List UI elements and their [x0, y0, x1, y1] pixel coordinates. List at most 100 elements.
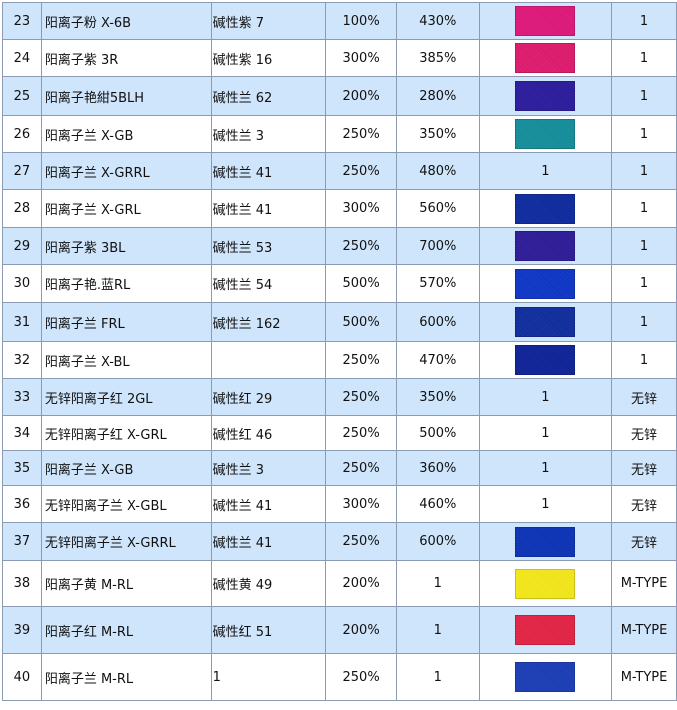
- table-row: 26 阳离子兰 X-GB 碱性兰 3 250% 350% 1: [2, 115, 677, 153]
- color-swatch-cell: 1: [478, 415, 613, 451]
- dye-name-cell: 阳离子兰 M-RL: [40, 653, 212, 701]
- row-number: 35: [2, 450, 42, 486]
- table-row: 40 阳离子兰 M-RL 1 250% 1 M-TYPE: [2, 653, 677, 701]
- table-row: 36 无锌阳离子兰 X-GBL 碱性兰 41 300% 460% 1 无锌: [2, 485, 677, 523]
- color-swatch-cell: [478, 606, 613, 654]
- strength-cell: 300%: [325, 189, 397, 228]
- ci-name-cell: 碱性兰 53: [210, 227, 327, 265]
- note-cell: 1: [611, 76, 677, 116]
- strength-ratio-cell: 350%: [395, 115, 480, 153]
- color-swatch-cell: [478, 115, 613, 153]
- color-swatch-cell: 1: [478, 450, 613, 486]
- note-cell: 1: [611, 264, 677, 303]
- row-number: 37: [2, 522, 42, 561]
- dye-name-cell: 无锌阳离子兰 X-GBL: [40, 485, 212, 523]
- strength-ratio-cell: 385%: [395, 39, 480, 77]
- strength-cell: 250%: [325, 341, 397, 379]
- swatch-text: 1: [541, 389, 550, 405]
- strength-ratio-cell: 460%: [395, 485, 480, 523]
- note-cell: 无锌: [611, 522, 677, 561]
- strength-ratio-cell: 700%: [395, 227, 480, 265]
- color-swatch-cell: 1: [478, 152, 613, 190]
- row-number: 31: [2, 302, 42, 342]
- dye-name-cell: 无锌阳离子兰 X-GRRL: [40, 522, 212, 561]
- color-swatch: [515, 231, 576, 261]
- color-swatch: [515, 43, 576, 73]
- strength-ratio-cell: 350%: [395, 378, 480, 416]
- strength-cell: 300%: [325, 39, 397, 77]
- color-swatch-cell: [478, 189, 613, 228]
- ci-name-cell: 碱性兰 41: [210, 189, 327, 228]
- dye-name-cell: 阳离子黄 M-RL: [40, 560, 212, 607]
- table-row: 29 阳离子紫 3BL 碱性兰 53 250% 700% 1: [2, 227, 677, 265]
- note-cell: 1: [611, 341, 677, 379]
- strength-ratio-cell: 560%: [395, 189, 480, 228]
- note-cell: 无锌: [611, 415, 677, 451]
- color-swatch: [515, 268, 576, 299]
- strength-ratio-cell: 360%: [395, 450, 480, 486]
- dye-name-cell: 阳离子兰 FRL: [40, 302, 212, 342]
- row-number: 26: [2, 115, 42, 153]
- strength-cell: 250%: [325, 653, 397, 701]
- note-cell: 无锌: [611, 450, 677, 486]
- table-row: 28 阳离子兰 X-GRL 碱性兰 41 300% 560% 1: [2, 189, 677, 228]
- strength-cell: 100%: [325, 2, 397, 40]
- color-swatch: [515, 568, 576, 599]
- row-number: 29: [2, 227, 42, 265]
- note-cell: 无锌: [611, 378, 677, 416]
- ci-name-cell: 碱性兰 54: [210, 264, 327, 303]
- strength-ratio-cell: 600%: [395, 302, 480, 342]
- dye-name-cell: 阳离子艳.蓝RL: [40, 264, 212, 303]
- table-row: 38 阳离子黄 M-RL 碱性黄 49 200% 1 M-TYPE: [2, 560, 677, 607]
- dye-name-cell: 阳离子兰 X-GB: [40, 450, 212, 486]
- strength-ratio-cell: 430%: [395, 2, 480, 40]
- ci-name-cell: 碱性黄 49: [210, 560, 327, 607]
- strength-cell: 250%: [325, 227, 397, 265]
- strength-cell: 200%: [325, 606, 397, 654]
- color-swatch-cell: [478, 653, 613, 701]
- color-swatch-cell: [478, 302, 613, 342]
- strength-ratio-cell: 1: [395, 606, 480, 654]
- dye-name-cell: 阳离子兰 X-GRRL: [40, 152, 212, 190]
- ci-name-cell: 碱性兰 41: [210, 152, 327, 190]
- dye-name-cell: 无锌阳离子红 2GL: [40, 378, 212, 416]
- dye-name-cell: 阳离子粉 X-6B: [40, 2, 212, 40]
- strength-ratio-cell: 1: [395, 560, 480, 607]
- dye-name-cell: 阳离子紫 3BL: [40, 227, 212, 265]
- ci-name-cell: 碱性兰 162: [210, 302, 327, 342]
- strength-cell: 200%: [325, 560, 397, 607]
- table-row: 37 无锌阳离子兰 X-GRRL 碱性兰 41 250% 600% 无锌: [2, 522, 677, 561]
- table-row: 30 阳离子艳.蓝RL 碱性兰 54 500% 570% 1: [2, 264, 677, 303]
- strength-cell: 500%: [325, 264, 397, 303]
- swatch-text: 1: [541, 496, 550, 512]
- row-number: 36: [2, 485, 42, 523]
- strength-ratio-cell: 600%: [395, 522, 480, 561]
- row-number: 27: [2, 152, 42, 190]
- row-number: 24: [2, 39, 42, 77]
- row-number: 34: [2, 415, 42, 451]
- color-swatch: [515, 345, 576, 375]
- color-swatch: [515, 193, 576, 224]
- strength-ratio-cell: 470%: [395, 341, 480, 379]
- note-cell: 1: [611, 189, 677, 228]
- color-swatch-cell: [478, 39, 613, 77]
- table-row: 33 无锌阳离子红 2GL 碱性红 29 250% 350% 1 无锌: [2, 378, 677, 416]
- color-swatch-cell: [478, 341, 613, 379]
- ci-name-cell: 碱性兰 62: [210, 76, 327, 116]
- strength-ratio-cell: 1: [395, 653, 480, 701]
- ci-name-cell: 碱性兰 3: [210, 450, 327, 486]
- strength-ratio-cell: 280%: [395, 76, 480, 116]
- dye-name-cell: 阳离子兰 X-GRL: [40, 189, 212, 228]
- ci-name-cell: 碱性红 29: [210, 378, 327, 416]
- color-swatch: [515, 662, 576, 692]
- row-number: 38: [2, 560, 42, 607]
- note-cell: M-TYPE: [611, 653, 677, 701]
- dye-name-cell: 无锌阳离子红 X-GRL: [40, 415, 212, 451]
- strength-cell: 250%: [325, 450, 397, 486]
- color-swatch: [515, 526, 576, 557]
- table-row: 24 阳离子紫 3R 碱性紫 16 300% 385% 1: [2, 39, 677, 77]
- color-swatch-cell: [478, 227, 613, 265]
- table-row: 25 阳离子艳紺5BLH 碱性兰 62 200% 280% 1: [2, 76, 677, 116]
